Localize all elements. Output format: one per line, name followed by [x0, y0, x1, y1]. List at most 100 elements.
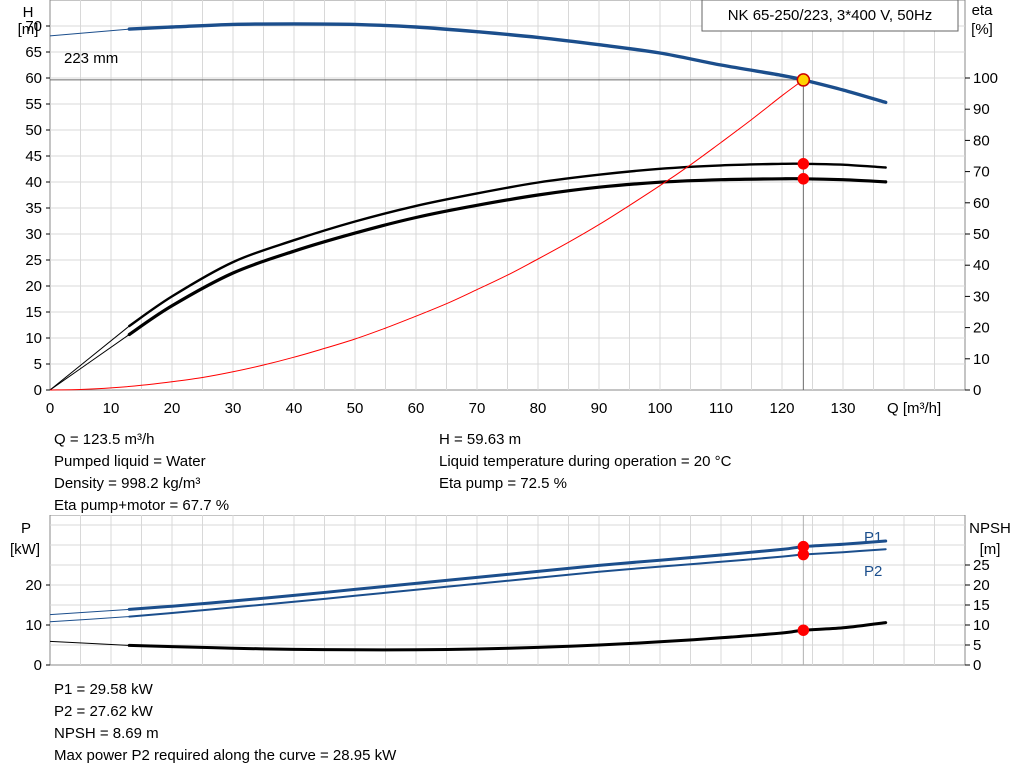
x-tick-label: 110 [709, 400, 733, 417]
x-tick-label: 0 [46, 400, 54, 417]
x-tick-label: 130 [830, 400, 855, 417]
y-tick-label-left: 0 [34, 657, 42, 674]
duty-point-marker [797, 173, 810, 185]
y-axis-label-left-unit: [m] [18, 21, 39, 38]
series-line-2 [127, 621, 888, 652]
y-tick-label-left: 65 [25, 44, 42, 61]
duty-point-marker [796, 73, 811, 87]
y-tick-label-right: 30 [973, 288, 990, 305]
y-tick-label-right: 50 [973, 226, 990, 243]
duty-point-marker [797, 158, 810, 170]
power-npsh-chart: 0 10 20 0 5 10 15 20 25 P [kW] NPSH [m] P1 P2 [10, 515, 1011, 674]
y-tick-label-left: 70 [25, 18, 42, 35]
y-tick-label-left: 10 [25, 330, 42, 347]
y-tick-label-left: 20 [25, 278, 42, 295]
y-tick-label-left: 45 [25, 148, 42, 165]
y-tick-label-left: 35 [25, 200, 42, 217]
y-tick-label-left: 10 [25, 617, 42, 634]
x-tick-label: 90 [591, 400, 608, 417]
annotation-line: H = 59.63 m [439, 431, 522, 448]
y-tick-label-right: 90 [973, 101, 990, 118]
series-extension-1 [49, 616, 130, 623]
series-extension-0 [49, 608, 130, 616]
y-tick-label-right: 20 [973, 577, 990, 594]
duty-point-marker [797, 624, 810, 636]
y-tick-label-right: 20 [973, 320, 990, 337]
annotation-line: Eta pump+motor = 67.7 % [54, 497, 230, 514]
x-tick-label: 30 [225, 400, 242, 417]
x-tick-label: 120 [769, 400, 794, 417]
annotation-line: Density = 998.2 kg/m³ [54, 475, 201, 492]
y-axis-label-right-title: NPSH [969, 520, 1011, 537]
duty-point-marker [797, 548, 810, 561]
x-tick-label: 60 [408, 400, 425, 417]
annotation-line: Liquid temperature during operation = 20… [439, 453, 732, 470]
y-tick-label-right: 10 [973, 617, 990, 634]
y-tick-label-left: 60 [25, 70, 42, 87]
series-extension-2 [49, 640, 130, 646]
chart-title: NK 65-250/223, 3*400 V, 50Hz [728, 7, 933, 24]
y-tick-label-right: 25 [973, 557, 990, 574]
y-tick-label-right: 80 [973, 132, 990, 149]
title-box [701, 0, 959, 32]
duty-annotations-top-left: Q = 123.5 m³/h Pumped liquid = Water Den… [54, 429, 229, 517]
series-line-1 [128, 162, 887, 328]
y-tick-label-right: 70 [973, 164, 990, 181]
y-tick-label-right: 40 [973, 257, 990, 274]
annotation-line: P1 = 29.58 kW [54, 681, 153, 698]
annotation-line: NPSH = 8.69 m [54, 725, 159, 742]
series-line-1 [128, 548, 887, 618]
y-tick-label-right: 60 [973, 195, 990, 212]
x-tick-label: 10 [103, 400, 120, 417]
series-label-p1: P1 [864, 529, 882, 546]
series-label-p2: P2 [864, 563, 882, 580]
y-tick-label-right: 5 [973, 637, 981, 654]
y-axis-label-left-title: H [23, 4, 34, 21]
duty-markers-top [796, 73, 811, 185]
annotation-line: Q = 123.5 m³/h [54, 431, 155, 448]
impeller-diameter-label: 223 mm [64, 50, 118, 67]
x-tick-label: 50 [347, 400, 364, 417]
y-tick-label-right: 0 [973, 382, 981, 399]
y-tick-label-left: 5 [34, 356, 42, 373]
annotation-line: Max power P2 required along the curve = … [54, 747, 397, 764]
series-extension-2 [49, 334, 130, 391]
y-tick-label-left: 20 [25, 577, 42, 594]
annotation-line: Pumped liquid = Water [54, 453, 206, 470]
annotation-line: P2 = 27.62 kW [54, 703, 153, 720]
duty-annotations-top-right: H = 59.63 m Liquid temperature during op… [439, 429, 731, 495]
y-axis-label-right-unit: [%] [971, 21, 993, 38]
duty-reference-lines [50, 79, 804, 390]
y-tick-label-left: 25 [25, 252, 42, 269]
annotation-line: Eta pump = 72.5 % [439, 475, 567, 492]
y-tick-label-right: 100 [973, 70, 998, 87]
tick-labels-top: 0 10 20 30 40 50 60 70 80 90 100 110 120 130 0 5 10 15 20 2… [25, 18, 998, 417]
y-tick-label-left: 55 [25, 96, 42, 113]
y-tick-label-left: 40 [25, 174, 42, 191]
y-axis-label-left-unit: [kW] [10, 541, 40, 558]
x-tick-label: 20 [164, 400, 181, 417]
duty-markers-bottom [797, 540, 810, 636]
x-tick-label: 40 [286, 400, 303, 417]
series-line-3 [49, 79, 804, 391]
head-efficiency-chart: 0 10 20 30 40 50 60 70 80 90 100 110 120 130 0 5 10 15 20 2… [18, 0, 998, 417]
y-tick-label-right: 15 [973, 597, 990, 614]
tick-labels-bottom: 0 10 20 0 5 10 15 20 25 [25, 557, 989, 674]
duty-annotations-bottom: P1 = 29.58 kW P2 = 27.62 kW NPSH = 8.69 … [54, 679, 396, 767]
y-axis-label-right-unit: [m] [980, 541, 1001, 558]
y-tick-label-left: 15 [25, 304, 42, 321]
y-tick-label-left: 50 [25, 122, 42, 139]
x-axis-label: Q [m³/h] [887, 400, 941, 417]
y-tick-label-right: 0 [973, 657, 981, 674]
series-extension-0 [49, 28, 130, 37]
series-line-0 [127, 539, 888, 611]
x-tick-label: 80 [530, 400, 547, 417]
y-axis-label-right-title: eta [972, 2, 994, 19]
series-line-2 [127, 177, 888, 337]
y-axis-label-left-title: P [21, 520, 31, 537]
series-bottom [49, 539, 888, 652]
y-tick-label-left: 0 [34, 382, 42, 399]
y-tick-label-left: 30 [25, 226, 42, 243]
x-tick-label: 100 [647, 400, 672, 417]
x-tick-label: 70 [469, 400, 486, 417]
